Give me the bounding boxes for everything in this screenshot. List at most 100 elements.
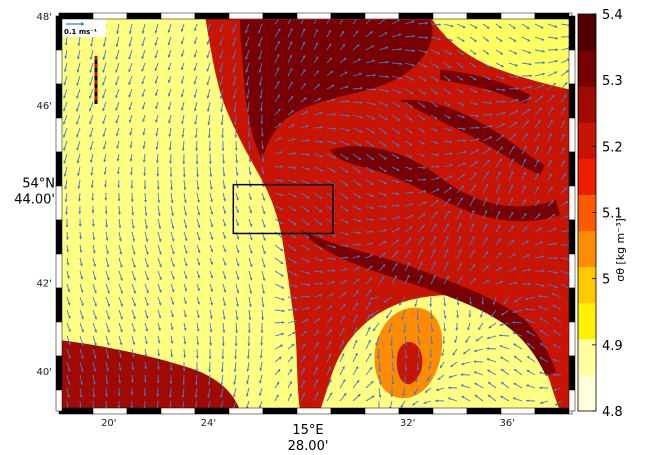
current-vector [482, 183, 489, 194]
current-vector [245, 400, 250, 410]
current-vector [248, 283, 253, 294]
frame-stripe [296, 407, 332, 415]
current-vector [90, 153, 94, 164]
current-vector [417, 201, 427, 207]
current-vector [456, 162, 467, 168]
current-vector [365, 289, 372, 298]
current-vector [378, 75, 390, 79]
current-vector [500, 381, 510, 389]
frame-stripe [55, 117, 63, 153]
current-vector [261, 218, 266, 228]
current-vector [430, 309, 434, 320]
current-vector [469, 114, 480, 118]
frame-stripe [92, 407, 128, 415]
current-vector [207, 387, 211, 399]
current-vector [261, 283, 265, 295]
current-vector [326, 29, 331, 38]
colorbar-tick-label: 5.2 [602, 140, 623, 155]
current-vector [79, 257, 83, 267]
current-vector [300, 139, 310, 142]
current-vector [79, 231, 82, 240]
current-vector [209, 257, 213, 266]
current-vector [487, 394, 497, 402]
current-vector [482, 88, 492, 93]
colorbar-tick-label: 5 [602, 273, 610, 288]
current-vector [313, 282, 324, 286]
current-vector [404, 49, 416, 53]
current-vector [222, 283, 227, 293]
current-vector [300, 218, 310, 226]
current-vector [417, 261, 423, 272]
current-vector [287, 138, 296, 142]
current-vector [222, 153, 226, 165]
current-vector [391, 361, 395, 372]
current-vector [102, 101, 107, 112]
current-vector [352, 44, 360, 51]
current-vector [339, 140, 350, 146]
current-vector [417, 166, 426, 170]
current-vector [155, 153, 159, 164]
current-vector [477, 322, 484, 331]
colorbar-tick-label: 4.9 [602, 339, 623, 354]
current-vector [258, 36, 263, 47]
frame-stripe [568, 321, 576, 357]
frame-stripe [160, 12, 196, 20]
current-vector [313, 97, 322, 103]
current-vector [492, 296, 497, 306]
current-vector [196, 179, 200, 191]
current-vector [482, 62, 490, 68]
current-vector [482, 210, 488, 220]
current-vector [144, 283, 149, 294]
current-vector [474, 394, 484, 402]
current-vector [365, 73, 377, 77]
current-vector [248, 218, 253, 228]
current-vector [488, 322, 497, 329]
current-vector [521, 132, 528, 142]
current-vector [326, 84, 335, 90]
current-vector [503, 296, 510, 305]
frame-stripe [568, 287, 576, 323]
frame-stripe [466, 12, 502, 20]
current-vector [326, 98, 336, 103]
current-vector [154, 62, 159, 72]
current-vector [274, 332, 285, 337]
colorbar-band [578, 14, 596, 51]
current-vector [417, 335, 421, 346]
current-vector [235, 322, 239, 334]
current-vector [118, 270, 123, 281]
current-vector [430, 248, 436, 259]
current-vector [170, 257, 175, 268]
current-vector [547, 119, 553, 129]
current-vector [352, 72, 363, 77]
colorbar-tick-label: 4.8 [602, 405, 623, 420]
current-vector [526, 355, 536, 363]
current-vector [232, 49, 237, 60]
current-vector [482, 171, 490, 181]
current-vector [287, 81, 293, 90]
current-vector [326, 166, 336, 173]
current-vector [443, 101, 451, 107]
current-vector [404, 348, 408, 359]
current-vector [413, 387, 419, 395]
current-vector [430, 211, 438, 220]
current-vector [104, 179, 107, 188]
current-vector [183, 179, 187, 191]
current-vector [235, 192, 239, 201]
current-vector [245, 75, 250, 87]
current-vector [168, 140, 172, 151]
current-vector [326, 179, 336, 187]
current-vector [500, 368, 510, 376]
current-vector [391, 114, 401, 121]
current-vector [443, 49, 453, 56]
current-vector [456, 209, 463, 220]
current-vector [326, 366, 332, 376]
colorbar-band [578, 158, 596, 195]
current-vector [513, 296, 523, 303]
current-vector [521, 198, 527, 207]
current-vector [391, 166, 400, 171]
current-vector [300, 257, 311, 263]
current-vector [155, 114, 159, 123]
current-vector [443, 198, 451, 207]
current-vector [326, 257, 337, 261]
current-vector [207, 114, 211, 126]
